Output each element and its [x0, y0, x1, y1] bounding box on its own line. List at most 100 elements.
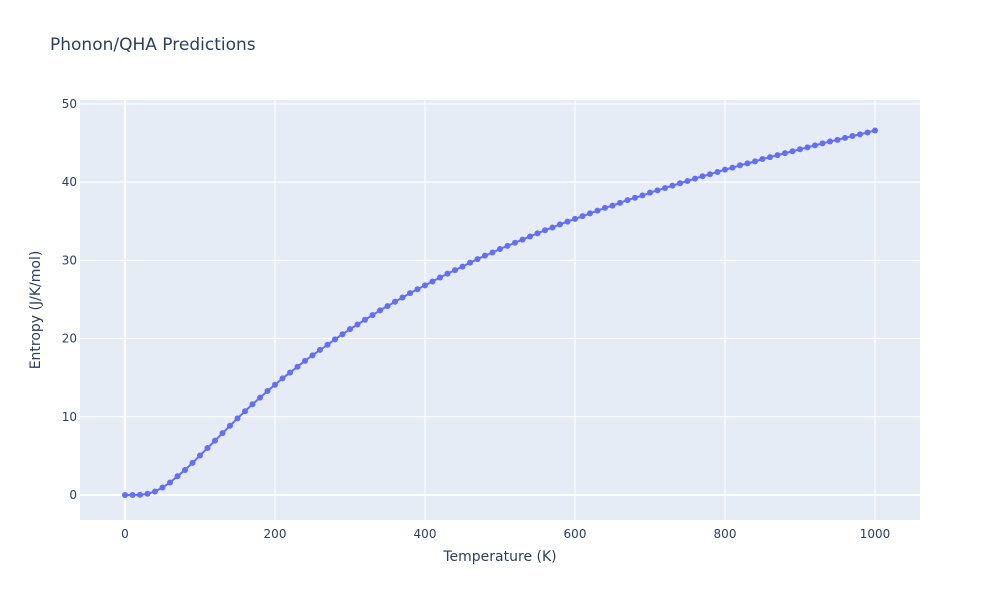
data-point	[744, 160, 751, 167]
data-point	[129, 491, 136, 498]
data-point	[227, 422, 233, 429]
data-point	[347, 326, 353, 333]
data-point	[774, 152, 781, 159]
data-point	[497, 245, 503, 252]
x-tick-label-1: 200	[264, 527, 287, 541]
data-point	[669, 182, 676, 189]
data-point	[864, 129, 871, 136]
data-point	[309, 352, 316, 359]
data-point	[617, 199, 623, 206]
data-point	[534, 230, 541, 237]
data-point	[632, 194, 638, 201]
data-point	[587, 210, 593, 217]
data-point	[857, 131, 863, 138]
data-point	[594, 207, 601, 214]
y-tick-label-5: 50	[62, 97, 77, 111]
data-point	[264, 387, 271, 394]
data-point	[819, 140, 826, 147]
data-point	[159, 484, 166, 491]
x-tick-label-2: 400	[414, 527, 437, 541]
data-point	[137, 491, 143, 498]
x-tick-label-0: 0	[121, 527, 129, 541]
data-point	[759, 156, 766, 163]
data-point	[602, 204, 608, 211]
data-point	[167, 479, 173, 486]
data-point	[489, 249, 496, 256]
x-tick-label-5: 1000	[860, 527, 891, 541]
data-point	[257, 394, 263, 401]
data-point	[174, 473, 181, 480]
data-point	[197, 452, 203, 459]
data-point	[752, 158, 758, 165]
y-tick-label-1: 10	[62, 410, 77, 424]
data-point	[219, 430, 226, 437]
data-point	[122, 491, 128, 498]
data-point	[527, 233, 533, 240]
plot-background	[80, 100, 920, 520]
data-point	[519, 236, 526, 243]
data-point	[294, 363, 301, 370]
data-point	[549, 224, 556, 231]
data-point	[812, 142, 818, 149]
chart-title: Phonon/QHA Predictions	[50, 35, 256, 55]
data-point	[482, 252, 488, 259]
data-point	[557, 221, 563, 228]
data-point	[377, 307, 383, 314]
data-point	[234, 415, 241, 422]
data-point	[332, 336, 338, 343]
data-point	[437, 274, 443, 281]
data-point	[429, 278, 436, 285]
data-point	[609, 202, 616, 209]
x-tick-label-4: 800	[714, 527, 737, 541]
data-point	[647, 189, 653, 196]
data-point	[444, 270, 451, 277]
data-point	[834, 136, 841, 143]
data-point	[204, 445, 211, 452]
data-point	[324, 341, 331, 348]
data-point	[422, 282, 428, 289]
data-point	[384, 303, 391, 310]
data-point	[182, 466, 188, 473]
data-point	[414, 286, 421, 293]
y-tick-label-2: 20	[62, 332, 77, 346]
data-point	[714, 168, 721, 175]
data-point	[144, 490, 151, 497]
data-point	[504, 242, 511, 249]
data-point	[362, 316, 368, 323]
data-point	[729, 164, 736, 171]
data-point	[459, 263, 466, 270]
data-point	[467, 259, 473, 266]
data-point	[407, 290, 413, 297]
data-point	[624, 197, 631, 204]
data-point	[564, 218, 571, 225]
data-point	[684, 177, 691, 184]
data-point	[399, 294, 406, 301]
data-point	[542, 227, 548, 234]
y-tick-label-3: 30	[62, 253, 77, 267]
data-point	[474, 256, 481, 263]
data-point	[212, 437, 218, 444]
data-point	[677, 180, 683, 187]
data-point	[872, 127, 878, 134]
data-point	[639, 192, 646, 199]
data-point	[189, 459, 196, 466]
data-point	[849, 132, 856, 139]
y-axis-title: Entropy (J/K/mol)	[28, 251, 44, 370]
data-point	[827, 138, 833, 145]
data-point	[287, 369, 293, 376]
data-point	[692, 175, 698, 182]
data-point	[699, 173, 706, 180]
x-axis-title: Temperature (K)	[442, 549, 556, 565]
data-point	[842, 134, 848, 141]
data-point	[392, 298, 398, 305]
data-point	[339, 331, 346, 338]
plot-area: 0 200 400 600 800 1000 0 10 20 30 40 50	[62, 97, 920, 541]
x-tick-label-3: 600	[564, 527, 587, 541]
data-point	[152, 488, 158, 495]
data-point	[354, 321, 361, 328]
data-point	[279, 375, 286, 382]
data-point	[804, 144, 811, 151]
data-point	[662, 184, 668, 191]
